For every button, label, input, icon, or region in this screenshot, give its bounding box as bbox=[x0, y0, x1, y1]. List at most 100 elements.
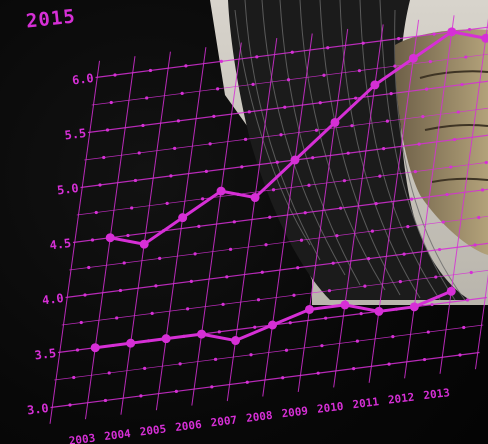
grid-node bbox=[296, 266, 300, 270]
grid-node bbox=[113, 73, 117, 77]
grid-node bbox=[264, 243, 268, 247]
grid-node bbox=[98, 183, 102, 187]
grid-node bbox=[141, 123, 145, 128]
grid-node bbox=[243, 137, 248, 141]
grid-node bbox=[102, 155, 106, 160]
grid-node bbox=[449, 165, 453, 169]
grid-node bbox=[452, 137, 457, 142]
grid-node bbox=[424, 87, 429, 91]
grid-node bbox=[87, 265, 91, 270]
grid-node bbox=[361, 41, 365, 45]
data-point bbox=[481, 33, 488, 43]
grid-node bbox=[133, 178, 138, 183]
grid-node bbox=[148, 68, 153, 73]
grid-node bbox=[430, 302, 434, 307]
grid-node bbox=[324, 316, 328, 320]
grid-node bbox=[240, 165, 244, 169]
data-point bbox=[250, 193, 260, 203]
data-point bbox=[408, 53, 418, 63]
grid-node bbox=[75, 348, 80, 352]
grid-line-horizontal bbox=[84, 107, 488, 161]
data-point bbox=[126, 338, 136, 348]
grid-node bbox=[434, 275, 438, 279]
grid-node bbox=[303, 211, 307, 215]
grid-node bbox=[352, 367, 356, 371]
grid-node bbox=[90, 238, 95, 242]
y-tick-label: 5.5 bbox=[64, 126, 87, 143]
data-point bbox=[446, 286, 456, 296]
grid-node bbox=[165, 201, 169, 206]
grid-node bbox=[212, 114, 216, 118]
grid-node bbox=[432, 32, 436, 36]
grid-node bbox=[342, 179, 347, 183]
grid-node bbox=[346, 151, 350, 155]
grid-node bbox=[139, 394, 143, 398]
grid-node bbox=[391, 334, 395, 339]
grid-node bbox=[464, 55, 468, 59]
grid-node bbox=[176, 119, 181, 123]
grid-node bbox=[180, 91, 184, 96]
data-point bbox=[447, 27, 457, 37]
x-tick-label: 2005 bbox=[139, 422, 167, 438]
grid-node bbox=[307, 183, 311, 187]
grid-node bbox=[350, 124, 354, 128]
grid-node bbox=[322, 73, 326, 77]
data-point bbox=[374, 306, 384, 316]
data-point bbox=[178, 213, 188, 223]
data-point bbox=[340, 300, 350, 310]
grid-node bbox=[389, 92, 393, 96]
grid-node bbox=[279, 133, 283, 137]
grid-node bbox=[186, 307, 190, 311]
x-tick-label: 2012 bbox=[387, 391, 415, 407]
grid-node bbox=[271, 188, 276, 192]
x-axis-labels: 2003 2004 2005 2006 2007 2008 2009 2010 2011 2012… bbox=[68, 386, 450, 444]
grid-node bbox=[268, 215, 272, 219]
grid-node bbox=[173, 146, 177, 151]
grid-node bbox=[398, 279, 402, 284]
grid-node bbox=[208, 142, 212, 146]
grid-node bbox=[378, 174, 382, 178]
grid-node bbox=[374, 202, 378, 206]
x-tick-label: 2010 bbox=[316, 400, 344, 416]
y-tick-label: 3.0 bbox=[26, 401, 49, 418]
grid-node bbox=[201, 197, 205, 201]
grid-node bbox=[314, 128, 319, 132]
series-points bbox=[90, 27, 488, 353]
x-tick-label: 2003 bbox=[68, 432, 96, 444]
x-tick-label: 2009 bbox=[281, 404, 309, 420]
grid-node bbox=[249, 353, 253, 357]
grid-node bbox=[284, 348, 289, 352]
grid-node bbox=[94, 210, 98, 215]
grid-node bbox=[462, 325, 466, 330]
grid-node bbox=[357, 69, 362, 73]
grid-node bbox=[473, 243, 477, 247]
grid-node bbox=[484, 160, 488, 165]
y-tick-label: 4.0 bbox=[41, 291, 64, 308]
grid-node bbox=[477, 215, 481, 220]
grid-node bbox=[150, 311, 154, 316]
grid-node bbox=[219, 59, 223, 63]
grid-line-horizontal bbox=[72, 188, 488, 244]
data-point bbox=[409, 302, 419, 312]
grid-node bbox=[311, 156, 315, 160]
grid-node bbox=[299, 238, 304, 242]
grid-node bbox=[441, 220, 445, 224]
x-tick-label: 2006 bbox=[175, 418, 203, 434]
data-point bbox=[231, 336, 241, 346]
grid-node bbox=[467, 27, 472, 32]
grid-node bbox=[320, 344, 324, 348]
grid-node bbox=[359, 312, 363, 316]
data-point bbox=[330, 117, 340, 127]
grid-node bbox=[130, 206, 134, 210]
grid-node bbox=[109, 100, 113, 105]
grid-node bbox=[204, 169, 208, 173]
grid-node bbox=[225, 275, 229, 279]
grid-node bbox=[83, 293, 87, 297]
grid-line-horizontal bbox=[61, 269, 488, 326]
grid-node bbox=[158, 256, 162, 261]
data-point bbox=[304, 304, 314, 314]
grid-node bbox=[251, 82, 255, 86]
grid-line-horizontal bbox=[95, 26, 488, 79]
grid-node bbox=[260, 270, 264, 274]
